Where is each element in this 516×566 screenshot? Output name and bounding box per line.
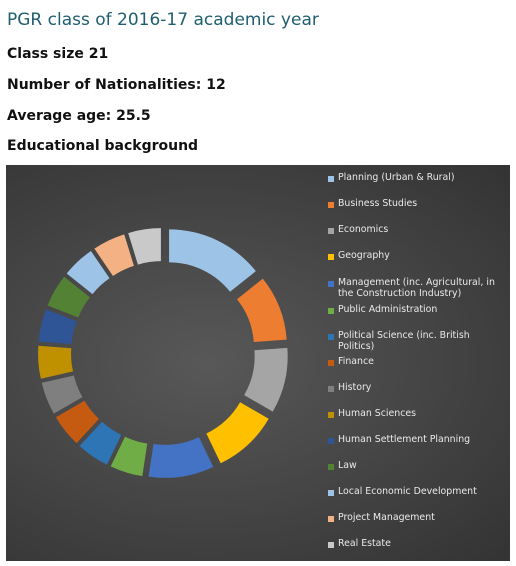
slice-human-settlement-planning xyxy=(38,309,77,345)
average-age-stat: Average age: 25.5 xyxy=(7,108,151,124)
slice-public-administration xyxy=(110,436,148,477)
legend-item-history: History xyxy=(328,382,508,393)
class-size-stat: Class size 21 xyxy=(7,46,109,62)
legend-label: Human Sciences xyxy=(338,408,417,419)
legend-swatch xyxy=(328,490,334,496)
legend-label: Law xyxy=(338,460,357,471)
legend-item-business-studies: Business Studies xyxy=(328,198,508,209)
legend-swatch xyxy=(328,542,334,548)
slice-management-inc-agricultural-in-the-construction-industry xyxy=(148,437,214,478)
legend-label: Real Estate xyxy=(338,538,391,549)
legend-item-local-economic-development: Local Economic Development xyxy=(328,486,508,497)
legend-label: Management (inc. Agricultural, in the Co… xyxy=(338,277,495,299)
legend-swatch xyxy=(328,308,334,314)
legend-swatch xyxy=(328,464,334,470)
legend-item-law: Law xyxy=(328,460,508,471)
page-title: PGR class of 2016-17 academic year xyxy=(7,10,319,30)
slice-finance xyxy=(55,400,99,444)
legend-swatch xyxy=(328,176,334,182)
legend-item-finance: Finance xyxy=(328,356,508,367)
legend-swatch xyxy=(328,412,334,418)
legend-label: Project Management xyxy=(338,512,435,523)
educational-background-heading: Educational background xyxy=(7,138,199,154)
legend-swatch xyxy=(328,202,334,208)
legend-item-management-inc-agricultural-in-the-construction-industry: Management (inc. Agricultural, in the Co… xyxy=(328,277,508,299)
legend-label: Business Studies xyxy=(338,198,418,209)
legend-item-project-management: Project Management xyxy=(328,512,508,523)
legend-item-human-settlement-planning: Human Settlement Planning xyxy=(328,434,508,445)
legend-item-human-sciences: Human Sciences xyxy=(328,408,508,419)
legend-label: Political Science (inc. British Politics… xyxy=(338,330,470,352)
legend-item-public-administration: Public Administration xyxy=(328,304,508,315)
nationalities-stat: Number of Nationalities: 12 xyxy=(7,77,226,93)
slice-business-studies xyxy=(237,278,287,343)
legend-label: Economics xyxy=(338,224,389,235)
slice-geography xyxy=(206,402,269,464)
legend-label: History xyxy=(338,382,372,393)
legend-item-economics: Economics xyxy=(328,224,508,235)
legend-swatch xyxy=(328,334,334,340)
legend-label: Human Settlement Planning xyxy=(338,434,471,445)
legend-item-planning-urban-rural: Planning (Urban & Rural) xyxy=(328,172,508,183)
legend-label: Public Administration xyxy=(338,304,438,315)
legend-label: Local Economic Development xyxy=(338,486,477,497)
slice-economics xyxy=(244,347,288,412)
legend-swatch xyxy=(328,360,334,366)
legend-label: Finance xyxy=(338,356,374,367)
slice-real-estate xyxy=(128,228,161,265)
slice-local-economic-development xyxy=(66,251,110,295)
slice-law xyxy=(47,276,90,318)
legend-swatch xyxy=(328,254,334,260)
donut-chart-svg xyxy=(38,228,288,478)
legend-swatch xyxy=(328,281,334,287)
legend-item-political-science-inc-british-politics: Political Science (inc. British Politics… xyxy=(328,330,508,352)
legend-swatch xyxy=(328,438,334,444)
legend-swatch xyxy=(328,386,334,392)
educational-background-chart: Planning (Urban & Rural) Business Studies… xyxy=(6,165,510,561)
slice-planning-urban-rural xyxy=(169,229,256,292)
slice-history xyxy=(41,375,83,414)
slice-project-management xyxy=(94,234,134,276)
legend-label: Geography xyxy=(338,250,390,261)
legend-swatch xyxy=(328,516,334,522)
legend-swatch xyxy=(328,228,334,234)
slice-political-science-inc-british-politics xyxy=(79,421,122,465)
slice-human-sciences xyxy=(38,345,73,379)
legend-label: Planning (Urban & Rural) xyxy=(338,172,455,183)
legend-item-real-estate: Real Estate xyxy=(328,538,508,549)
legend-item-geography: Geography xyxy=(328,250,508,261)
